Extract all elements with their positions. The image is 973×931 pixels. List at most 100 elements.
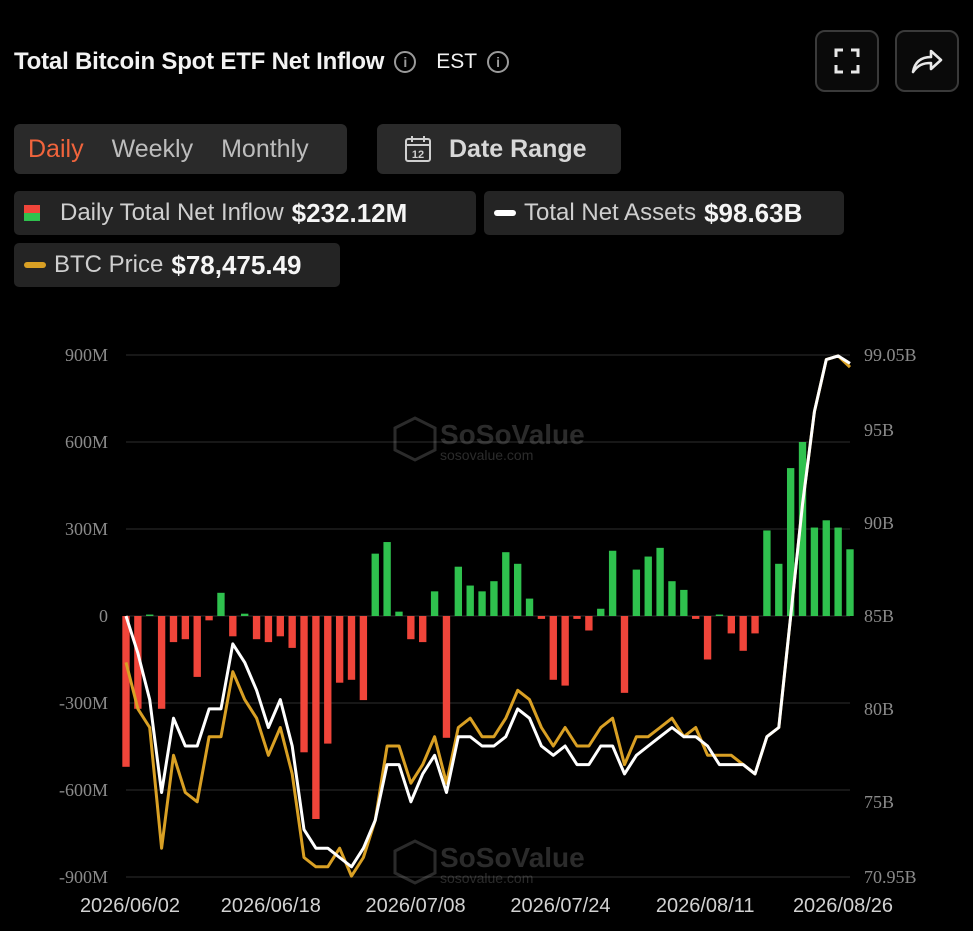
inflow-bar — [395, 611, 403, 616]
y-right-tick-label: 99.05B — [864, 345, 917, 365]
legend-price-label: BTC Price — [54, 251, 164, 278]
assets-swatch-icon — [494, 210, 516, 216]
y-right-tick-label: 95B — [864, 420, 894, 440]
x-tick-label: 2026/06/02 — [80, 895, 180, 917]
inflow-bar — [478, 591, 486, 616]
inflow-bar — [407, 616, 415, 640]
inflow-bar — [561, 616, 569, 686]
inflow-bar — [241, 613, 249, 616]
legend-inflow-value: $232.12M — [291, 197, 408, 228]
inflow-bar — [442, 616, 451, 738]
y-right-axis: 99.05B 95B 90B 85B 80B 75B 70.95B — [864, 345, 917, 887]
inflow-bar — [181, 616, 190, 640]
inflow-bar — [312, 616, 320, 819]
y-left-tick-label: 0 — [99, 606, 108, 626]
y-right-tick-label: 75B — [864, 792, 894, 812]
y-right-tick-label: 90B — [864, 513, 894, 533]
inflow-bar — [324, 616, 332, 744]
page-title: Total Bitcoin Spot ETF Net Inflow — [14, 48, 385, 75]
legend-inflow[interactable]: Daily Total Net Inflow $232.12M — [14, 191, 476, 235]
inflow-bar — [205, 616, 213, 621]
legend-assets-label: Total Net Assets — [524, 199, 697, 226]
inflow-bar — [608, 550, 617, 616]
x-axis: 2026/06/02 2026/06/18 2026/07/08 2026/07/24… — [80, 895, 893, 917]
inflow-bar — [537, 616, 546, 619]
inflow-bar — [727, 616, 735, 634]
inflow-bar — [335, 616, 344, 683]
series-lines — [124, 354, 852, 878]
inflow-bar — [644, 556, 652, 616]
timezone-info-icon[interactable]: i — [487, 51, 510, 73]
calendar-icon: 12 — [405, 136, 431, 162]
tab-weekly[interactable]: Weekly — [111, 135, 194, 163]
fullscreen-button[interactable] — [815, 30, 879, 92]
x-tick-label: 2026/08/11 — [656, 895, 755, 917]
inflow-bar — [419, 616, 427, 643]
inflow-bar — [798, 442, 807, 616]
inflow-bar — [383, 542, 391, 616]
inflow-bar — [359, 616, 368, 701]
inflow-bar — [502, 552, 510, 616]
inflow-swatch-icon — [24, 205, 40, 221]
inflow-bar — [264, 616, 273, 643]
x-tick-label: 2026/08/26 — [793, 895, 893, 917]
svg-text:12: 12 — [412, 149, 424, 161]
watermark-url: sosovalue.com — [440, 447, 533, 463]
y-left-tick-label: 600M — [65, 432, 108, 452]
inflow-bar — [193, 616, 201, 677]
y-left-tick-label: 900M — [65, 345, 108, 365]
y-left-tick-label: -600M — [59, 780, 108, 800]
watermark-brand: SoSoValue — [440, 419, 585, 450]
inflow-bar — [157, 616, 166, 709]
inflow-bar — [549, 616, 557, 680]
inflow-bar — [288, 616, 296, 648]
inflow-bar — [763, 530, 771, 616]
inflow-bar — [703, 616, 712, 660]
inflow-bar — [169, 616, 178, 643]
x-tick-label: 2026/07/08 — [366, 895, 466, 917]
date-range-button[interactable]: 12 Date Range — [377, 124, 621, 174]
inflow-bar — [739, 616, 747, 651]
inflow-bar — [146, 614, 154, 616]
y-left-axis: 900M 600M 300M 0 -300M -600M -900M — [59, 345, 108, 887]
y-left-tick-label: 300M — [65, 519, 108, 539]
inflow-chart: SoSoValuesosovalue.comSoSoValuesosovalue… — [59, 345, 917, 917]
period-tabs: Daily Weekly Monthly — [14, 124, 347, 174]
x-tick-label: 2026/06/18 — [221, 895, 321, 917]
inflow-bar — [134, 616, 142, 709]
price-swatch-icon — [24, 262, 46, 268]
header: Total Bitcoin Spot ETF Net Inflow i EST … — [14, 42, 510, 82]
date-range-label: Date Range — [449, 134, 587, 163]
inflow-bar — [632, 569, 641, 616]
inflow-bar — [490, 581, 498, 616]
btc-price-line — [124, 354, 852, 878]
y-right-tick-label: 85B — [864, 606, 894, 626]
tab-daily[interactable]: Daily — [28, 135, 84, 163]
share-button[interactable] — [895, 30, 959, 92]
info-icon[interactable]: i — [394, 51, 417, 73]
inflow-bar — [775, 563, 783, 616]
legend-assets[interactable]: Total Net Assets $98.63B — [484, 191, 844, 235]
inflow-bar — [786, 468, 795, 616]
inflow-bar — [715, 614, 724, 616]
timezone-label: EST — [436, 50, 478, 73]
y-right-tick-label: 80B — [864, 699, 894, 719]
inflow-bar — [810, 527, 819, 616]
inflow-bar — [300, 616, 308, 753]
legend-price[interactable]: BTC Price $78,475.49 — [14, 243, 340, 287]
inflow-bar — [692, 616, 700, 619]
tab-monthly[interactable]: Monthly — [221, 135, 309, 163]
inflow-bars — [122, 442, 854, 819]
x-tick-label: 2026/07/24 — [510, 895, 610, 917]
watermark-logo-icon — [393, 839, 437, 885]
inflow-bar — [371, 553, 379, 616]
watermark-logo-icon — [393, 416, 437, 462]
inflow-bar — [573, 616, 581, 619]
fullscreen-icon — [834, 48, 860, 74]
inflow-bar — [846, 549, 854, 616]
inflow-bar — [252, 616, 261, 640]
inflow-bar — [466, 585, 474, 616]
y-left-tick-label: -300M — [59, 693, 108, 713]
y-right-tick-label: 70.95B — [864, 867, 917, 887]
inflow-bar — [656, 547, 664, 616]
